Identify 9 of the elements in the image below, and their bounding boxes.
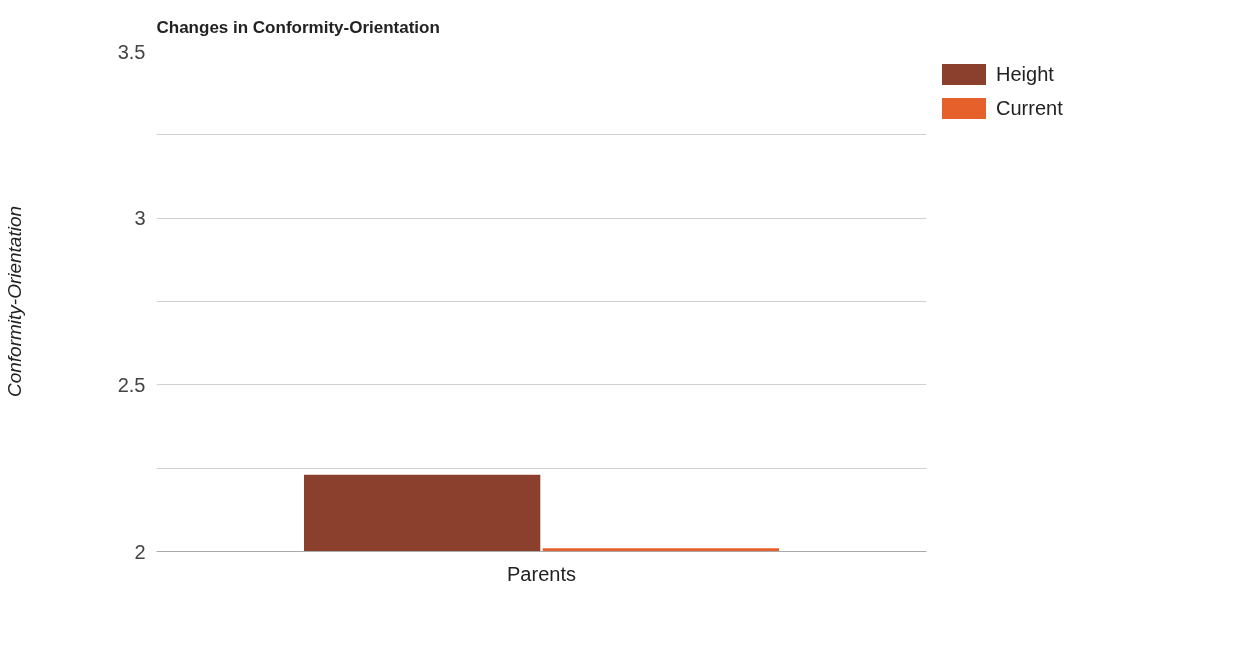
chart-title: Changes in Conformity-Orientation: [156, 17, 440, 37]
y-axis-title: Conformity-Orientation: [3, 205, 25, 398]
legend-label: Current: [996, 96, 1063, 120]
y-tick-label: 3.5: [117, 40, 146, 63]
x-tick-label: Parents: [507, 562, 576, 585]
y-tick-label: 2.5: [117, 373, 146, 396]
y-tick-label: 3: [134, 207, 146, 230]
y-tick-label: 2: [134, 540, 146, 563]
legend-label: Height: [996, 62, 1054, 86]
